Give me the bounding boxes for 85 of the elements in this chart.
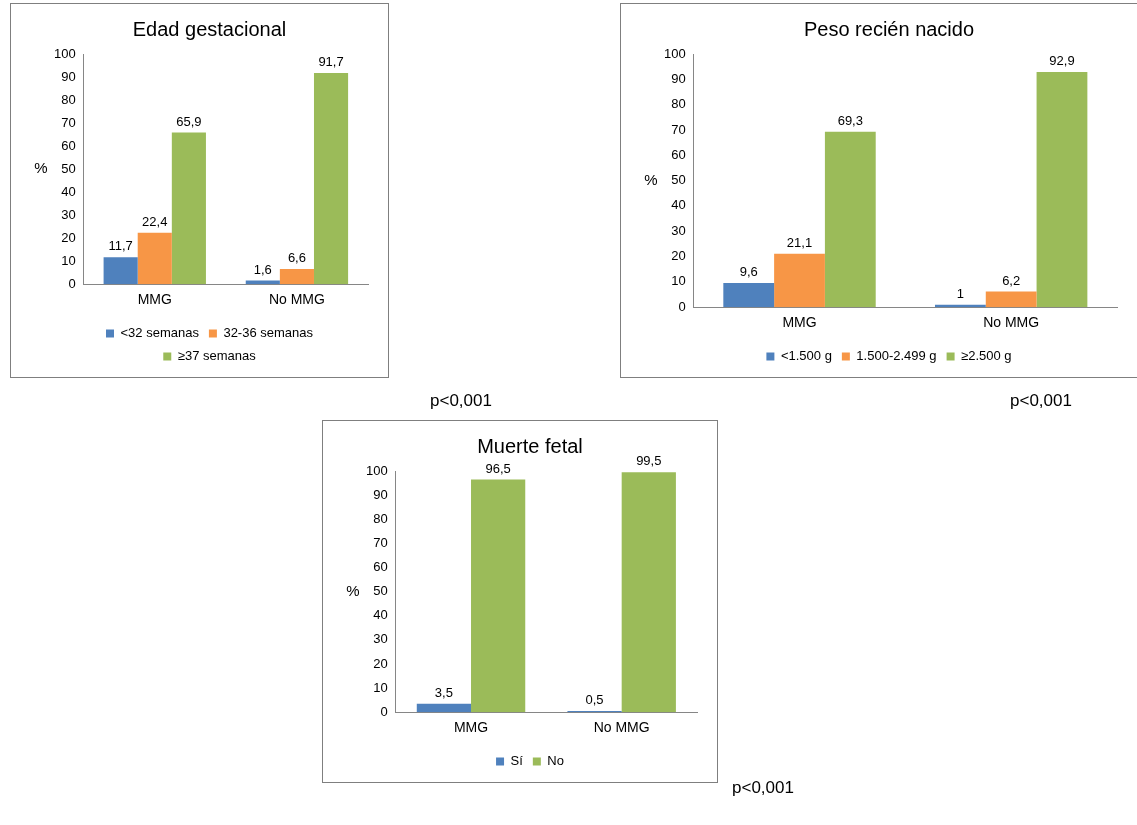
y-tick-label: 40 [671,197,686,213]
bar [1036,71,1088,308]
y-tick-label: 0 [678,298,686,314]
data-label: 0,5 [585,692,604,708]
bar [471,479,526,713]
y-tick-label: 90 [61,68,76,84]
data-label: 99,5 [636,453,662,469]
y-tick-label: 20 [373,655,388,671]
bar [723,282,775,308]
y-tick-label: 20 [671,248,686,264]
y-tick-label: 60 [373,559,388,575]
data-label: 21,1 [786,234,813,250]
data-label: 65,9 [176,113,202,129]
bar [279,269,314,285]
legend-label: Sí [510,753,524,769]
legend-label: <1.500 g [780,348,832,364]
y-tick-label: 70 [61,114,76,130]
y-tick-label: 30 [61,206,76,222]
legend-label: No [547,753,564,769]
data-label: 3,5 [434,684,453,700]
y-tick-label: 70 [671,121,686,137]
x-tick-label: MMG [782,314,817,331]
legend-label: <32 semanas [120,325,200,341]
y-tick-label: 90 [373,486,388,502]
data-label: 91,7 [318,54,344,70]
legend-label: ≥37 semanas [177,348,257,364]
bar [137,232,172,285]
x-tick-label: No MMG [983,314,1040,331]
text: p<0,001 [430,391,492,411]
bar [774,253,825,308]
y-axis-title: % [644,170,658,188]
y-axis-title: % [34,159,48,177]
bar [985,291,1037,308]
data-label: 69,3 [837,112,863,128]
y-tick-label: 100 [53,45,76,61]
data-label: 1,6 [253,261,272,277]
bar [171,132,206,285]
y-tick-label: 70 [373,534,388,550]
legend-label: 32-36 semanas [223,325,314,341]
data-label: 9,6 [739,263,758,279]
chart-title: Peso recién nacido [803,17,975,40]
legend-label: 1.500-2.499 g [856,348,937,364]
y-tick-label: 60 [61,137,76,153]
y-tick-label: 80 [671,96,686,112]
bar [313,73,349,285]
bar [416,703,472,713]
x-tick-label: MMG [453,719,489,736]
x-tick-label: No MMG [268,291,325,308]
y-tick-label: 10 [373,679,388,695]
y-tick-label: 20 [61,229,76,245]
data-label: 11,7 [108,238,133,254]
y-tick-label: 40 [61,183,76,199]
y-tick-label: 10 [671,273,686,289]
y-tick-label: 0 [68,275,76,291]
bar [621,472,676,713]
text: p<0,001 [1010,391,1072,411]
y-tick-label: 30 [373,631,388,647]
chart-title: Muerte fetal [477,434,583,457]
y-tick-label: 10 [61,252,76,268]
y-tick-label: 80 [61,91,76,107]
y-tick-label: 80 [373,510,388,526]
y-axis-title: % [346,581,360,599]
y-tick-label: 50 [61,160,76,176]
text: p<0,001 [732,778,794,798]
data-label: 1 [956,285,964,301]
data-label: 96,5 [485,460,511,476]
y-tick-label: 30 [671,222,686,238]
data-label: 6,6 [287,250,306,266]
y-tick-label: 40 [373,607,388,623]
y-tick-label: 50 [373,583,388,599]
y-tick-label: 100 [663,45,686,61]
legend-label: ≥2.500 g [961,348,1012,364]
chart-title: Edad gestacional [132,17,287,40]
y-tick-label: 100 [365,462,388,478]
x-tick-label: MMG [137,291,172,308]
data-label: 6,2 [1002,272,1021,288]
y-tick-label: 50 [671,172,686,188]
y-tick-label: 60 [671,146,686,162]
data-label: 92,9 [1049,53,1075,69]
bar [824,131,876,308]
data-label: 22,4 [142,213,168,229]
bar [103,257,138,285]
y-tick-label: 90 [671,70,686,86]
x-tick-label: No MMG [593,719,650,736]
y-tick-label: 0 [380,703,388,719]
